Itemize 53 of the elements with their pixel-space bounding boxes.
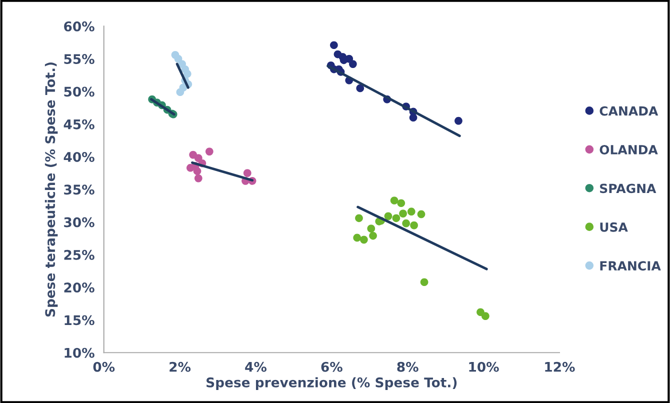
- point: [194, 174, 202, 182]
- point: [356, 84, 364, 92]
- point: [399, 210, 407, 218]
- x-tick-label: 2%: [170, 362, 191, 372]
- point: [369, 232, 377, 240]
- point: [410, 221, 418, 230]
- point: [454, 116, 462, 125]
- point: [360, 236, 368, 244]
- x-tick-label: 4%: [245, 362, 266, 372]
- point: [481, 312, 490, 320]
- legend-label: FRANCIA: [600, 261, 661, 271]
- legend-label: USA: [600, 222, 628, 232]
- point: [194, 154, 202, 162]
- y-tick-label: 15%: [64, 315, 94, 326]
- point: [417, 210, 426, 218]
- x-tick-label: 8%: [397, 362, 418, 372]
- y-tick-label: 10%: [64, 348, 94, 358]
- y-tick-label: 50%: [64, 86, 94, 97]
- point: [353, 234, 362, 242]
- point: [367, 224, 376, 233]
- point: [174, 54, 182, 63]
- y-tick-label: 45%: [64, 119, 94, 130]
- legend-label: CANADA: [600, 106, 658, 116]
- point: [402, 219, 410, 228]
- point: [348, 60, 357, 68]
- x-tick-label: 0%: [93, 362, 115, 372]
- point: [397, 199, 406, 208]
- x-tick-label: 6%: [321, 362, 342, 372]
- point: [243, 169, 252, 178]
- y-tick-label: 25%: [64, 250, 94, 260]
- y-tick-label: 40%: [64, 152, 94, 162]
- y-tick-label: 20%: [64, 282, 94, 293]
- y-tick-label: 35%: [64, 184, 94, 195]
- point: [390, 196, 398, 204]
- y-tick-label: 55%: [64, 54, 94, 64]
- x-tick-label: 10%: [469, 362, 499, 372]
- point: [205, 148, 214, 156]
- y-axis-title: Spese terapeutiche (% Spese Tot.): [44, 62, 58, 317]
- point: [330, 41, 338, 50]
- point: [407, 208, 416, 216]
- point: [384, 212, 392, 220]
- y-tick-label: 60%: [64, 21, 94, 32]
- point: [183, 70, 192, 78]
- point: [355, 214, 363, 222]
- point: [176, 88, 184, 96]
- legend-label: SPAGNA: [600, 184, 656, 194]
- point: [392, 214, 400, 222]
- legend-label: OLANDA: [600, 144, 658, 154]
- x-tick-label: 12%: [545, 362, 575, 372]
- x-axis-title: Spese prevenzione (% Spese Tot.): [206, 377, 457, 390]
- y-tick-label: 30%: [64, 217, 94, 228]
- point: [409, 114, 418, 122]
- point: [420, 278, 428, 286]
